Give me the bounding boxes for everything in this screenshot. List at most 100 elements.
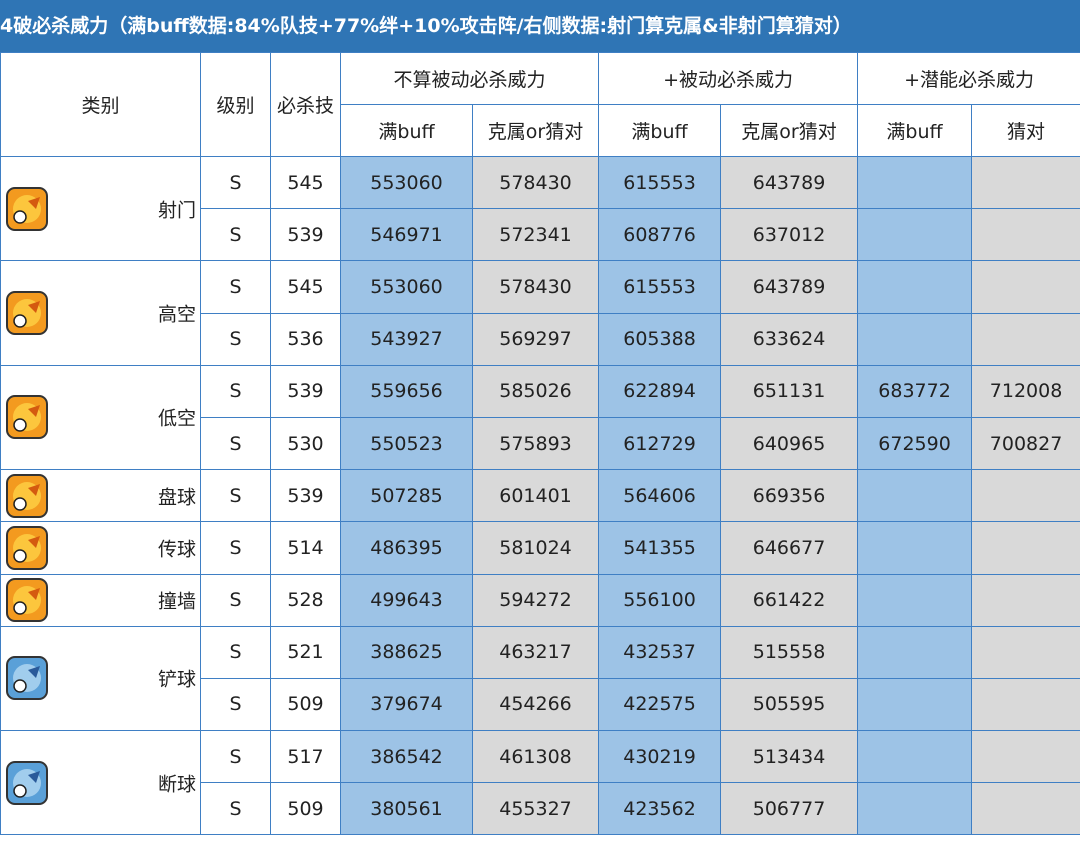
category-icon: [6, 578, 48, 623]
cell: [971, 312, 1080, 366]
cell: S: [200, 416, 271, 471]
cell: 637012: [720, 208, 859, 262]
cell: [971, 469, 1080, 523]
cell: 521: [270, 625, 341, 679]
cell: 380561: [340, 782, 473, 836]
cell: 509: [270, 677, 341, 732]
cell: S: [200, 364, 271, 418]
cell: 461308: [471, 730, 600, 784]
cell: S: [200, 573, 271, 627]
cell: 556100: [598, 573, 722, 627]
cell: 601401: [471, 469, 600, 523]
cell: 386542: [340, 730, 473, 784]
cell: 572341: [471, 208, 600, 262]
category-cell: 高空: [0, 260, 201, 366]
data-row: 铲球 S 521 388625 463217 432537 515558: [0, 625, 1080, 732]
cell: 569297: [471, 312, 600, 366]
category-icon: [6, 395, 48, 440]
cell: [857, 155, 973, 210]
cell: [857, 208, 973, 262]
cell: 543927: [340, 312, 473, 366]
cell: 455327: [471, 782, 600, 836]
cell: [857, 730, 973, 784]
cell: 541355: [598, 521, 722, 575]
data-row: 传球 S 514 486395 581024 541355 646677: [0, 521, 1080, 575]
cell: 545: [270, 155, 341, 210]
cell: 517: [270, 730, 341, 784]
cell: 539: [270, 469, 341, 523]
category-cell: 铲球: [0, 625, 201, 732]
cell: 530: [270, 416, 341, 471]
cell: 514: [270, 521, 341, 575]
cell: 506777: [720, 782, 859, 836]
cell: S: [200, 208, 271, 262]
cell: 559656: [340, 364, 473, 418]
category-cell: 低空: [0, 364, 201, 471]
category-icon: [6, 291, 48, 336]
header-row: 满buff 克属or猜对 满buff 克属or猜对 满buff 猜对: [1, 104, 1080, 157]
cell: 432537: [598, 625, 722, 679]
category-label: 高空: [157, 303, 196, 326]
cell: S: [200, 782, 271, 836]
header-cell: 克属or猜对: [720, 104, 859, 157]
cell: 509: [270, 782, 341, 836]
cell: [857, 573, 973, 627]
cell: [971, 782, 1080, 836]
category-label: 铲球: [157, 668, 196, 691]
cell: [971, 521, 1080, 575]
cell: 578430: [471, 260, 600, 314]
category-label: 撞墙: [157, 590, 196, 613]
cell: [971, 208, 1080, 262]
data-row: S 536 543927 569297 605388 633624: [1, 312, 1080, 366]
title-bar: 4破必杀威力（满buff数据:84%队技+77%绊+10%攻击阵/右侧数据:射门…: [0, 0, 1080, 52]
cell: S: [200, 312, 271, 366]
cell: 581024: [471, 521, 600, 575]
cell: 612729: [598, 416, 722, 471]
header-cell: 克属or猜对: [471, 104, 600, 157]
category-icon: [6, 525, 48, 570]
cell: 643789: [720, 260, 859, 314]
cell: 388625: [340, 625, 473, 679]
data-row: 断球 S 517 386542 461308 430219 513434: [0, 730, 1080, 836]
cell: S: [200, 521, 271, 575]
data-row: 撞墙 S 528 499643 594272 556100 661422: [0, 573, 1080, 627]
category-icon: [6, 473, 48, 518]
cell: 550523: [340, 416, 473, 471]
cell: 683772: [857, 364, 973, 418]
data-row: 盘球 S 539 507285 601401 564606 669356: [0, 469, 1080, 523]
cell: 454266: [471, 677, 600, 732]
category-icon: [6, 656, 48, 701]
cell: 553060: [340, 260, 473, 314]
cell: 553060: [340, 155, 473, 210]
header-cell: 类别: [0, 52, 201, 157]
data-row: S 509 380561 455327 423562 506777: [1, 782, 1080, 836]
cell: 615553: [598, 260, 722, 314]
cell: [857, 469, 973, 523]
category-label: 低空: [157, 407, 196, 430]
cell: [857, 782, 973, 836]
category-cell: 射门: [0, 155, 201, 262]
cell: 545: [270, 260, 341, 314]
cell: [857, 260, 973, 314]
cell: 546971: [340, 208, 473, 262]
cell: 605388: [598, 312, 722, 366]
data-row: 低空 S 539 559656 585026 622894 651131 683772 7120…: [0, 364, 1080, 471]
header-cell: 满buff: [857, 104, 973, 157]
table-body: 类别 级别 必杀技 不算被动必杀威力 +被动必杀威力 +潜能必杀威力 满buff…: [0, 52, 1080, 836]
table: 类别 级别 必杀技 不算被动必杀威力 +被动必杀威力 +潜能必杀威力 满buff…: [0, 52, 1080, 836]
cell: 622894: [598, 364, 722, 418]
category-label: 盘球: [157, 486, 196, 509]
category-label: 断球: [157, 773, 196, 796]
cell: 564606: [598, 469, 722, 523]
cell: S: [200, 677, 271, 732]
cell: S: [200, 625, 271, 679]
cell: 539: [270, 364, 341, 418]
cell: [857, 312, 973, 366]
cell: 513434: [720, 730, 859, 784]
cell: 422575: [598, 677, 722, 732]
cell: [857, 521, 973, 575]
cell: [857, 677, 973, 732]
cell: 669356: [720, 469, 859, 523]
cell: 499643: [340, 573, 473, 627]
cell: 423562: [598, 782, 722, 836]
